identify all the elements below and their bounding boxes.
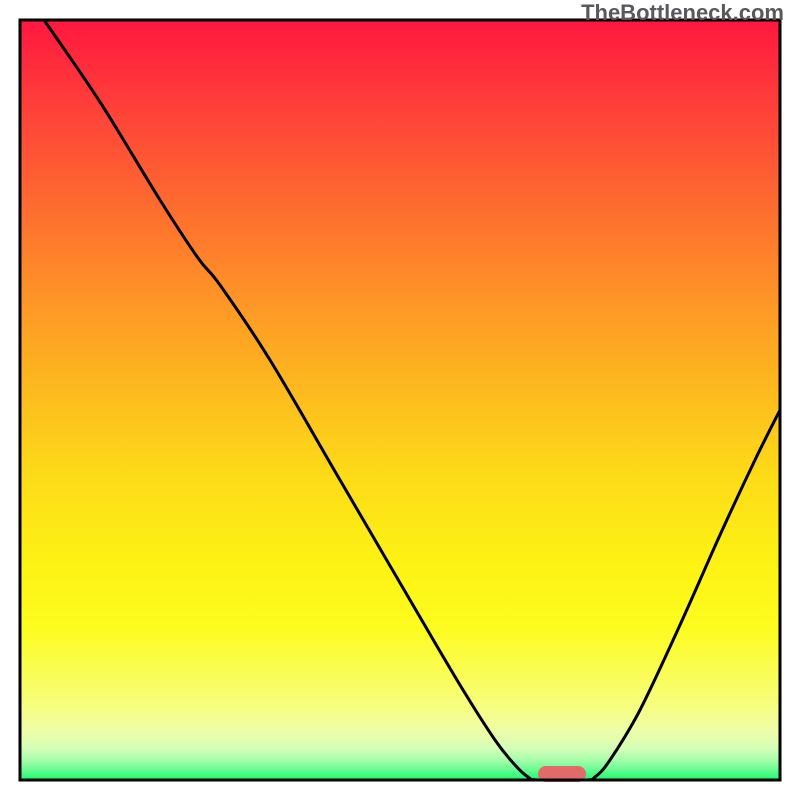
- bottleneck-chart: [0, 0, 800, 800]
- watermark-text: TheBottleneck.com: [581, 0, 784, 26]
- chart-container: TheBottleneck.com: [0, 0, 800, 800]
- chart-background-gradient: [20, 20, 780, 780]
